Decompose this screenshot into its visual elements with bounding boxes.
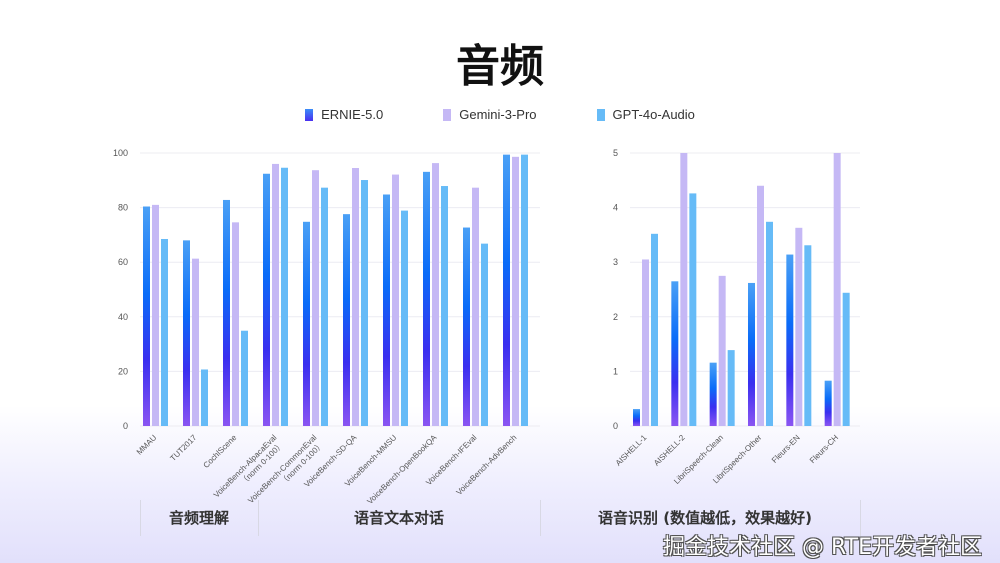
bar-ernie-5.0 [671,281,679,426]
x-tick-label: TUT2017 [168,433,198,463]
bar-ernie-5.0 [786,254,794,426]
bar-gpt-4o-audio [804,245,812,426]
y-tick-label: 1 [613,366,618,376]
bar-ernie-5.0 [143,206,150,426]
bar-ernie-5.0 [824,380,832,426]
chart-legend: ERNIE-5.0 Gemini-3-Pro GPT-4o-Audio [0,107,1000,122]
bar-gemini-3-pro [352,168,359,426]
x-tick-label: Fleurs-CH [808,433,840,465]
bar-ernie-5.0 [383,194,390,426]
x-tick-label: CochlScene [202,433,239,470]
bar-gpt-4o-audio [321,187,328,426]
legend-label: Gemini-3-Pro [459,107,537,122]
bar-gpt-4o-audio [361,180,368,426]
bar-gemini-3-pro [432,163,439,426]
legend-label: ERNIE-5.0 [321,107,384,122]
y-tick-label: 20 [118,366,128,376]
bar-gpt-4o-audio [161,238,168,426]
bar-gemini-3-pro [512,156,519,426]
watermark: 掘金技术社区 @ RTE开发者社区 [662,535,982,560]
bar-gemini-3-pro [795,227,803,426]
bar-ernie-5.0 [303,221,310,426]
legend-label: GPT-4o-Audio [612,107,695,122]
bar-gpt-4o-audio [401,210,408,426]
bar-gemini-3-pro [192,258,199,426]
bar-ernie-5.0 [423,171,430,426]
bar-gemini-3-pro [718,275,726,426]
y-tick-label: 5 [613,148,618,158]
x-tick-label: VoiceBench-OpenBookQA [365,433,439,507]
bar-gpt-4o-audio [281,167,288,426]
bar-ernie-5.0 [633,409,640,426]
bar-ernie-5.0 [503,154,510,426]
bar-gemini-3-pro [757,185,764,426]
group-label-voice-dialog: 语音文本对话 [353,509,444,527]
bar-ernie-5.0 [463,227,470,426]
bar-gpt-4o-audio [441,186,448,426]
bar-ernie-5.0 [263,173,270,426]
bar-gemini-3-pro [312,170,319,426]
y-tick-label: 0 [613,421,618,431]
legend-item-gpt: GPT-4o-Audio [596,107,695,122]
bar-gemini-3-pro [232,222,239,426]
x-tick-label: MMAU [135,433,159,457]
divider [258,500,259,536]
bar-gemini-3-pro [833,153,841,426]
bar-gpt-4o-audio [201,369,208,426]
bar-gemini-3-pro [392,174,399,426]
group-label-audio-understanding: 音频理解 [168,509,229,527]
legend-swatch [596,108,605,121]
y-tick-label: 40 [118,312,128,322]
x-tick-label: AISHELL-1 [614,433,649,468]
bar-ernie-5.0 [183,240,190,426]
y-tick-label: 0 [123,421,128,431]
x-tick-label: AISHELL-2 [652,433,687,468]
x-tick-label: Fleurs-EN [770,433,802,465]
divider [860,500,861,536]
y-tick-label: 3 [613,257,618,267]
bar-gpt-4o-audio [481,243,488,426]
bar-ernie-5.0 [223,199,230,426]
group-label-asr: 语音识别 (数值越低，效果越好) [598,509,812,527]
bar-ernie-5.0 [748,282,755,426]
divider [140,500,141,536]
bar-gemini-3-pro [642,259,649,426]
bar-gpt-4o-audio [842,292,850,426]
bar-gemini-3-pro [680,153,688,426]
bar-gemini-3-pro [472,187,479,426]
legend-item-gemini: Gemini-3-Pro [443,107,537,122]
y-tick-label: 80 [118,203,128,213]
bar-gpt-4o-audio [241,330,248,426]
bar-gpt-4o-audio [727,350,735,426]
y-tick-label: 4 [613,203,618,213]
y-tick-label: 2 [613,312,618,322]
divider [540,500,541,536]
page-title: 音频 [456,41,544,92]
legend-item-ernie: ERNIE-5.0 [305,107,383,122]
bar-gemini-3-pro [272,163,279,427]
bar-gpt-4o-audio [651,233,658,426]
y-tick-label: 100 [113,148,128,158]
bar-gpt-4o-audio [766,221,773,426]
legend-swatch [443,108,452,121]
bar-ernie-5.0 [343,214,350,426]
y-tick-label: 60 [118,257,128,267]
bar-gpt-4o-audio [689,193,697,426]
legend-swatch [305,108,314,121]
bar-ernie-5.0 [709,362,717,426]
bar-gemini-3-pro [152,204,159,426]
bar-gpt-4o-audio [521,154,528,426]
